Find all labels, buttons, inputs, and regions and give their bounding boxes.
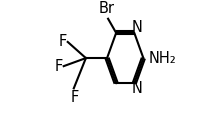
Text: F: F [58,34,66,49]
Text: NH₂: NH₂ [148,51,175,66]
Text: N: N [131,81,142,96]
Text: Br: Br [99,1,115,16]
Text: F: F [70,90,79,105]
Text: F: F [54,59,62,74]
Text: N: N [131,20,142,35]
